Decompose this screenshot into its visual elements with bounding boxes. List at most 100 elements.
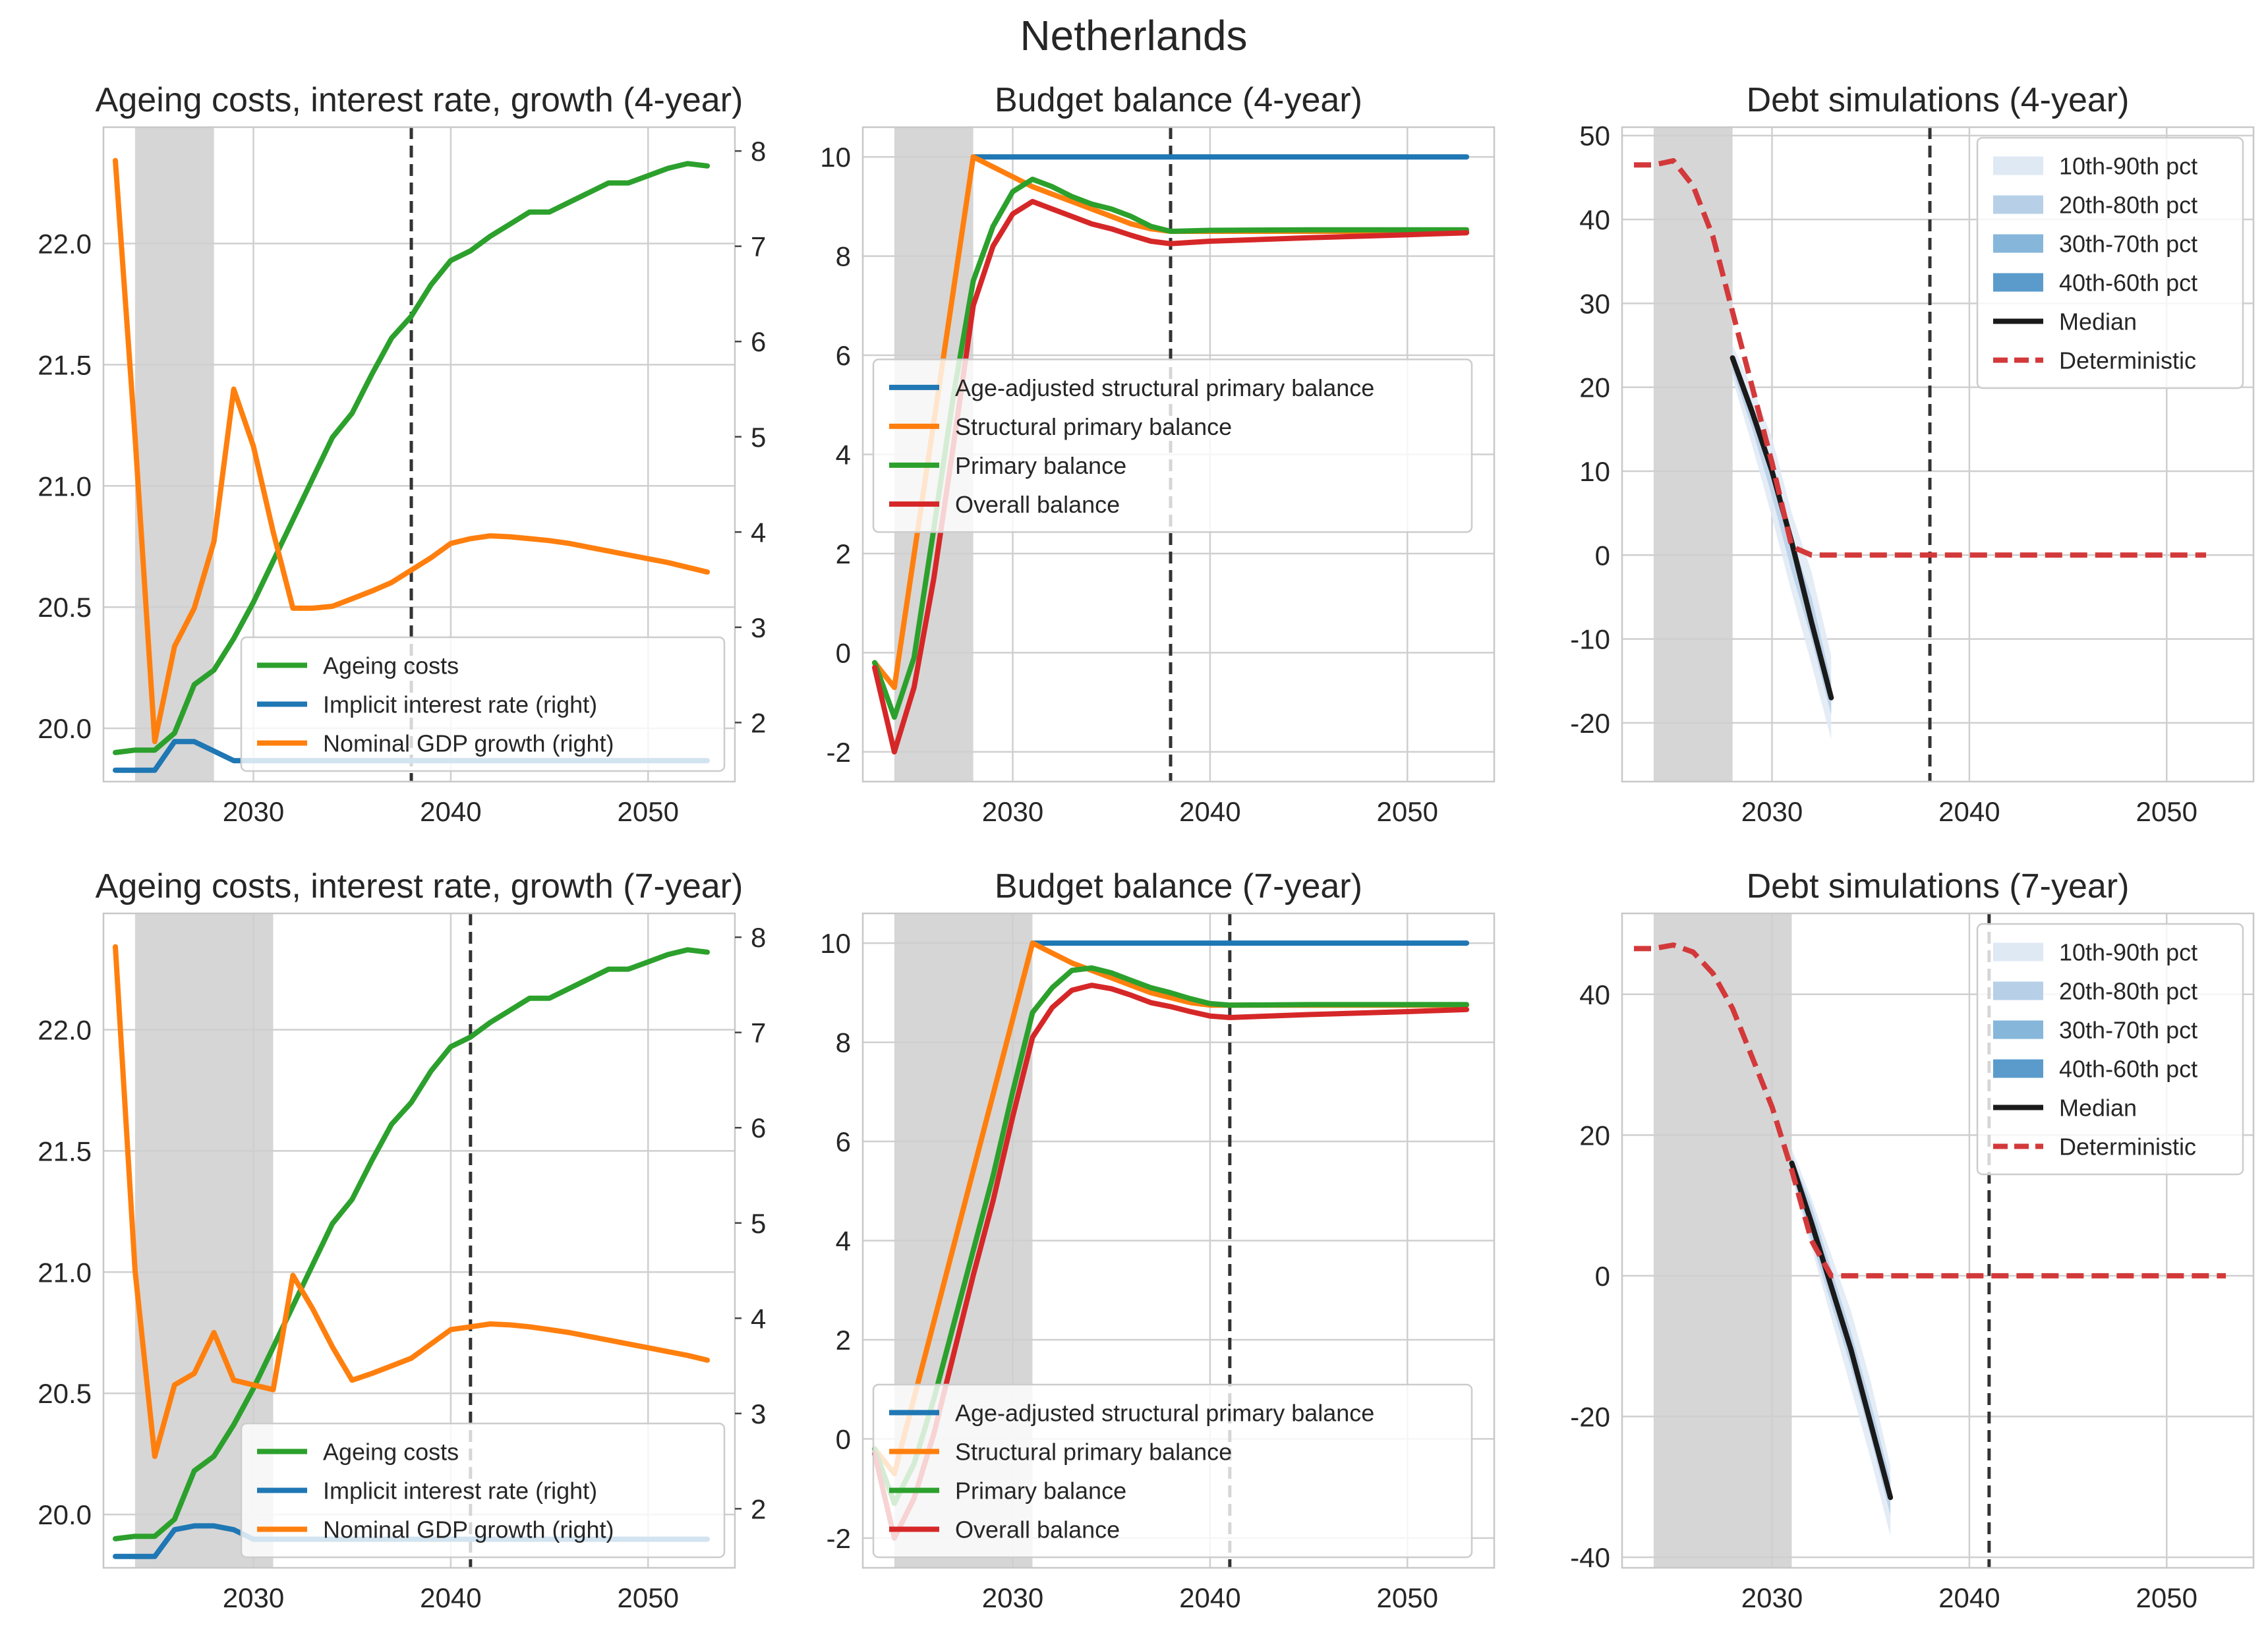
y-tick-label: 2 xyxy=(836,1325,851,1356)
y-tick-label: 22.0 xyxy=(38,229,92,260)
y2-tick-label: 7 xyxy=(751,231,766,262)
x-tick-label: 2040 xyxy=(1938,1582,2000,1613)
legend-label: 20th-80th pct xyxy=(2059,978,2197,1005)
legend-label: 40th-60th pct xyxy=(2059,1056,2197,1083)
y-tick-label: 6 xyxy=(836,1126,851,1157)
axes-frame xyxy=(102,912,736,1569)
legend-label: Implicit interest rate (right) xyxy=(323,1478,597,1505)
legend-label: Age-adjusted structural primary balance xyxy=(955,374,1374,401)
y-tick-label: 21.5 xyxy=(38,349,92,380)
y-tick-label: 21.5 xyxy=(38,1135,92,1166)
legend-label: Primary balance xyxy=(955,1478,1126,1505)
x-tick-label: 2050 xyxy=(618,1582,679,1613)
shaded-period xyxy=(1653,913,1792,1568)
legend-label: 40th-60th pct xyxy=(2059,270,2197,297)
series-line xyxy=(1634,942,2226,1278)
y-tick-label: 21.0 xyxy=(38,1257,92,1288)
y-tick-label: 0 xyxy=(836,637,851,668)
y-tick-label: 8 xyxy=(836,241,851,272)
panel-ageing-4: 2030 2040 205020.020.521.021.522.02345678A… xyxy=(38,81,766,827)
panel-title: Debt simulations (7-year) xyxy=(1747,867,2130,905)
legend: Age-adjusted structural primary balance S… xyxy=(872,359,1473,533)
y-tick-label: 6 xyxy=(836,340,851,371)
x-tick-label: 2030 xyxy=(1741,1582,1803,1613)
panel-budget-7: 2030 2040 2050 -2 0 2 4 6 8 10 Budget balance (7-y… xyxy=(820,867,1496,1613)
x-tick-label: 2040 xyxy=(1938,796,2000,827)
legend-label: 20th-80th pct xyxy=(2059,192,2197,219)
panel-budget-4: 2030 2040 2050 -2 0 2 4 6 8 10 Budget balance (4-y… xyxy=(820,81,1496,827)
series-line xyxy=(113,947,711,1541)
x-tick-label: 2050 xyxy=(618,796,679,827)
panel-ageing-7: 2030 2040 205020.020.521.021.522.02345678A… xyxy=(38,867,766,1613)
legend-box xyxy=(240,636,726,772)
legend-label: Overall balance xyxy=(955,491,1120,518)
legend-label: Implicit interest rate (right) xyxy=(323,691,597,718)
legend-swatch xyxy=(1993,156,2043,175)
series-line xyxy=(113,944,711,1459)
axes-frame xyxy=(1621,126,2255,783)
y-tick-label: -40 xyxy=(1570,1542,1610,1573)
legend: Age-adjusted structural primary balance S… xyxy=(872,1383,1473,1559)
plot-area xyxy=(1634,942,2226,1536)
y-tick-label: -20 xyxy=(1570,1401,1610,1432)
legend-label: Structural primary balance xyxy=(955,413,1232,440)
x-tick-label: 2050 xyxy=(2136,796,2197,827)
y2-tick-label: 2 xyxy=(751,707,766,738)
x-tick-label: 2030 xyxy=(1741,796,1803,827)
y2-tick-label: 7 xyxy=(751,1018,766,1048)
y-tick-label: 22.0 xyxy=(38,1015,92,1046)
panel-title: Ageing costs, interest rate, growth (4-y… xyxy=(96,81,743,119)
x-tick-label: 2050 xyxy=(1377,796,1438,827)
y-tick-label: 20.5 xyxy=(38,1378,92,1409)
panel-title: Budget balance (7-year) xyxy=(995,867,1362,905)
y-tick-label: 30 xyxy=(1579,288,1610,319)
legend-swatch xyxy=(1993,234,2043,253)
series-line xyxy=(1634,158,2207,558)
shaded-period xyxy=(134,127,214,782)
legend-label: Overall balance xyxy=(955,1516,1120,1543)
series-line xyxy=(872,198,1470,755)
x-tick-label: 2050 xyxy=(1377,1582,1438,1613)
legend-label: Deterministic xyxy=(2059,1134,2196,1161)
y2-tick-label: 6 xyxy=(751,326,766,357)
series-line xyxy=(113,161,711,755)
figure-title: Netherlands xyxy=(1020,12,1247,59)
percentile-band xyxy=(1732,353,1832,715)
axes-frame xyxy=(861,126,1496,783)
series-line xyxy=(872,965,1470,1507)
panel-title: Ageing costs, interest rate, growth (7-y… xyxy=(96,867,743,905)
y2-tick-label: 8 xyxy=(751,922,766,953)
x-tick-label: 2040 xyxy=(1179,1582,1240,1613)
legend-label: Structural primary balance xyxy=(955,1439,1232,1466)
x-tick-label: 2040 xyxy=(420,1582,481,1613)
y-tick-label: 20.0 xyxy=(38,1499,92,1530)
y2-tick-label: 5 xyxy=(751,422,766,453)
legend: Ageing costs Implicit interest rate (righ… xyxy=(240,636,726,772)
legend-label: Age-adjusted structural primary balance xyxy=(955,1400,1374,1427)
legend-label: Primary balance xyxy=(955,452,1126,479)
y2-tick-label: 6 xyxy=(751,1112,766,1143)
y-tick-label: -2 xyxy=(827,1523,851,1554)
legend-swatch xyxy=(1993,1020,2043,1039)
legend-label: Ageing costs xyxy=(323,652,459,679)
legend-label: 30th-70th pct xyxy=(2059,231,2197,258)
y-tick-label: 40 xyxy=(1579,204,1610,235)
y-tick-label: 0 xyxy=(836,1423,851,1454)
x-tick-label: 2040 xyxy=(1179,796,1240,827)
x-tick-label: 2030 xyxy=(982,1582,1043,1613)
y-tick-label: 10 xyxy=(820,928,851,959)
legend-label: Median xyxy=(2059,1095,2137,1122)
legend-box xyxy=(1976,136,2244,389)
plot-area xyxy=(1634,158,2207,740)
x-tick-label: 2030 xyxy=(982,796,1043,827)
legend-box xyxy=(872,359,1473,533)
axes-frame xyxy=(1621,912,2255,1569)
y-tick-label: 0 xyxy=(1595,540,1610,571)
y-tick-label: 4 xyxy=(836,1226,851,1257)
axes-frame xyxy=(861,912,1496,1569)
y-tick-label: 10 xyxy=(820,142,851,173)
legend-swatch xyxy=(1993,273,2043,292)
y-tick-label: 20.5 xyxy=(38,592,92,623)
